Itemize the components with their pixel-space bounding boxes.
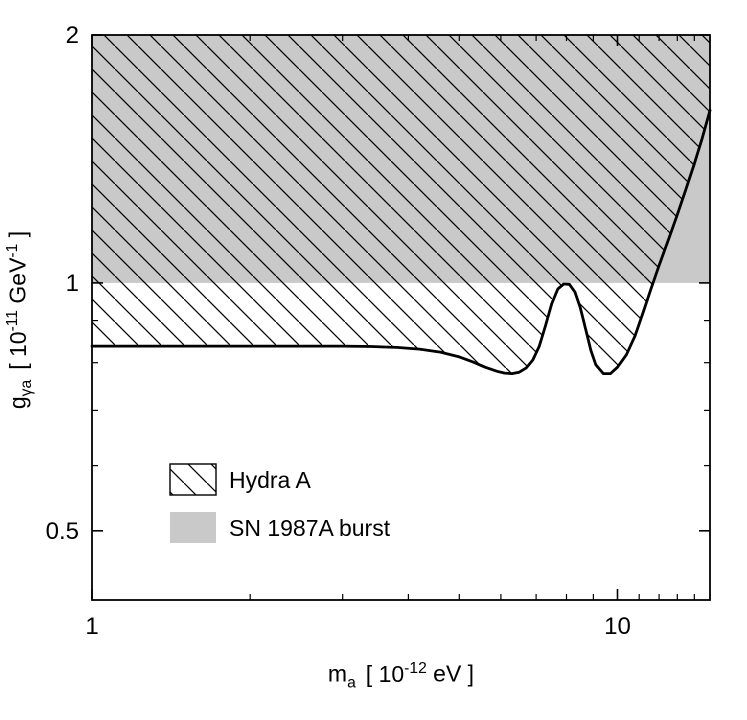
y-axis-subscript: γa	[18, 379, 36, 397]
legend-swatch-hydra-hatch	[169, 463, 217, 496]
x-tick-label: 1	[85, 613, 98, 640]
y-axis-exponent-2: -1	[3, 243, 21, 258]
legend: Hydra A SN 1987A burst	[169, 463, 391, 543]
legend-label-hydra: Hydra A	[229, 467, 311, 493]
y-axis-exponent-1: -11	[3, 309, 21, 332]
x-axis-exponent: -12	[404, 660, 427, 677]
plot-layers: 1 10 0.5 1 2	[46, 22, 712, 640]
y-axis-bracket-base: [ 10	[4, 331, 31, 370]
y-tick-label: 1	[66, 270, 79, 297]
exclusion-curve	[90, 109, 712, 375]
x-tick-label: 10	[604, 613, 631, 640]
x-axis-bracket-base: [ 10	[365, 660, 405, 687]
x-axis-symbol: m	[327, 660, 348, 687]
plot-frame	[91, 34, 711, 601]
legend-label-sn1987a: SN 1987A burst	[229, 515, 391, 541]
x-axis-title: ma [ 10-12 eV ]	[92, 660, 710, 692]
legend-swatch-sn1987a	[170, 512, 216, 543]
y-tick-label: 0.5	[46, 518, 79, 545]
y-axis-unit: GeV	[4, 257, 31, 310]
hydra-a-region	[92, 35, 710, 374]
y-axis-title: gγa [ 10-11 GeV-1 ]	[4, 231, 36, 409]
y-axis-symbol: g	[4, 396, 31, 410]
y-axis-bracket-close: ]	[4, 230, 31, 244]
x-axis-subscript: a	[347, 674, 356, 692]
x-axis-unit: eV ]	[426, 660, 475, 687]
y-tick-label: 2	[66, 22, 79, 49]
